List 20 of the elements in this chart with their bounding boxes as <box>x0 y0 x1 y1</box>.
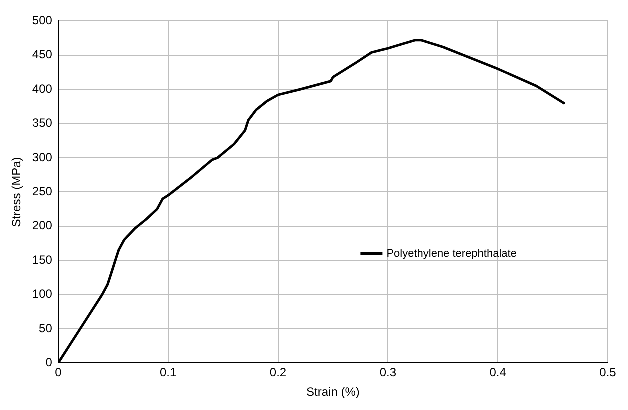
y-tick-label: 350 <box>32 116 53 130</box>
x-tick-label: 0.5 <box>600 366 617 380</box>
x-tick-label: 0.2 <box>270 366 287 380</box>
x-tick-label: 0.3 <box>380 366 397 380</box>
y-tick-label: 100 <box>32 287 53 302</box>
y-tick-label: 300 <box>32 150 53 164</box>
y-tick-label: 150 <box>32 252 53 267</box>
y-tick-label: 450 <box>32 48 53 62</box>
y-tick-label: 50 <box>39 321 53 336</box>
y-tick-label: 500 <box>32 14 53 28</box>
y-tick-label: 0 <box>46 356 53 370</box>
y-tick-label: 250 <box>32 184 53 199</box>
legend-label: Polyethylene terephthalate <box>386 248 517 260</box>
x-axis-title: Strain (%) <box>306 385 360 400</box>
y-tick-label: 200 <box>32 218 53 233</box>
y-axis-title: Stress (MPa) <box>10 157 24 228</box>
x-tick-label: 0.1 <box>160 366 177 380</box>
x-tick-label: 0.4 <box>490 366 507 380</box>
y-tick-label: 400 <box>32 82 53 96</box>
x-tick-label: 0 <box>55 366 62 380</box>
